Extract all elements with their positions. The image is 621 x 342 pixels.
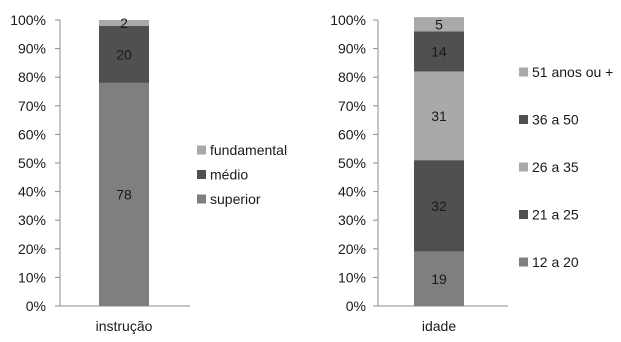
legend-swatch — [197, 170, 206, 179]
legend-label: 36 a 50 — [532, 112, 579, 128]
y-tick-label: 20% — [18, 241, 46, 257]
x-category-label: idade — [422, 318, 456, 334]
data-label: 31 — [431, 108, 447, 124]
bar-segment — [99, 25, 149, 83]
data-label: 20 — [116, 46, 132, 62]
legend-swatch — [519, 67, 528, 77]
y-tick-label: 100% — [330, 12, 366, 28]
y-tick-label: 80% — [18, 69, 46, 85]
legend-label: superior — [210, 191, 261, 207]
legend-swatch — [519, 115, 528, 124]
y-tick-label: 100% — [10, 12, 46, 28]
y-tick-label: 80% — [338, 69, 366, 85]
y-tick-label: 70% — [338, 98, 366, 114]
y-tick-label: 60% — [338, 126, 366, 142]
legend-label: 12 a 20 — [532, 254, 579, 270]
bar-segment — [414, 71, 464, 161]
y-tick-label: 10% — [18, 269, 46, 285]
y-tick-label: 0% — [346, 298, 366, 314]
y-tick-label: 50% — [18, 155, 46, 171]
bar-segment — [99, 82, 149, 306]
bar-segment — [414, 17, 464, 32]
bar-segment — [99, 20, 149, 26]
data-label: 78 — [116, 186, 132, 202]
legend-swatch — [519, 210, 528, 219]
y-tick-label: 0% — [26, 298, 46, 314]
bar-segment — [414, 251, 464, 306]
y-tick-label: 10% — [338, 269, 366, 285]
data-label: 32 — [431, 198, 447, 214]
legend-label: 21 a 25 — [532, 207, 579, 223]
data-label: 2 — [120, 15, 128, 31]
y-tick-label: 90% — [338, 41, 366, 57]
legend-swatch — [197, 145, 206, 155]
y-tick-label: 60% — [18, 126, 46, 142]
legend-swatch — [197, 194, 206, 204]
x-category-label: instrução — [96, 318, 153, 334]
legend-label: fundamental — [210, 142, 287, 158]
legend-swatch — [519, 162, 528, 172]
y-tick-label: 40% — [338, 184, 366, 200]
y-tick-label: 90% — [18, 41, 46, 57]
legend-label: 51 anos ou + — [532, 64, 613, 80]
y-tick-label: 30% — [18, 212, 46, 228]
data-label: 19 — [431, 271, 447, 287]
legend-swatch — [519, 257, 528, 267]
data-label: 14 — [431, 43, 447, 59]
y-tick-label: 40% — [18, 184, 46, 200]
y-tick-label: 20% — [338, 241, 366, 257]
legend-label: médio — [210, 167, 248, 183]
legend-label: 26 a 35 — [532, 159, 579, 175]
y-tick-label: 50% — [338, 155, 366, 171]
data-label: 5 — [435, 16, 443, 32]
y-tick-label: 30% — [338, 212, 366, 228]
bar-segment — [414, 160, 464, 252]
bar-segment — [414, 31, 464, 72]
y-tick-label: 70% — [18, 98, 46, 114]
